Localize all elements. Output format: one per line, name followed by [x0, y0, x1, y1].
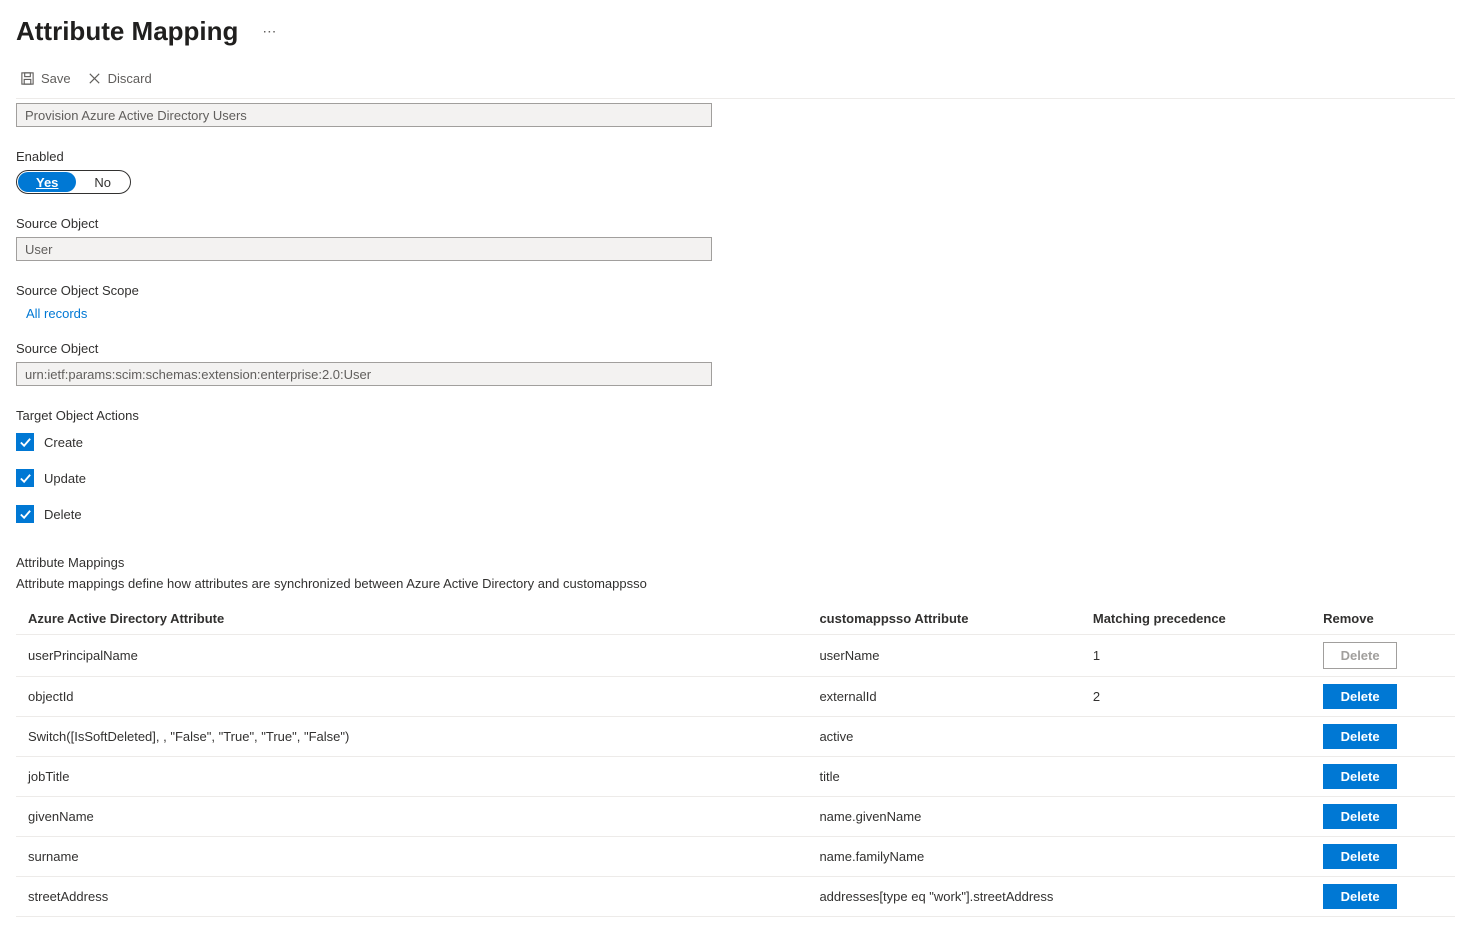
- target-actions-list: Create Update Delete: [16, 433, 712, 523]
- toolbar: Save Discard: [16, 67, 1455, 99]
- delete-button[interactable]: Delete: [1323, 804, 1397, 829]
- cell-match: [1081, 877, 1311, 917]
- cell-match: [1081, 797, 1311, 837]
- close-icon: [87, 71, 102, 86]
- col-header-custom: customappsso Attribute: [807, 603, 1080, 635]
- update-checkbox[interactable]: [16, 469, 34, 487]
- table-row[interactable]: givenNamename.givenName Delete: [16, 797, 1455, 837]
- cell-aad: objectId: [16, 677, 807, 717]
- table-row[interactable]: Switch([IsSoftDeleted], , "False", "True…: [16, 717, 1455, 757]
- update-label: Update: [44, 471, 86, 486]
- cell-aad: surname: [16, 837, 807, 877]
- save-label: Save: [41, 71, 71, 86]
- cell-aad: jobTitle: [16, 757, 807, 797]
- cell-remove: Delete: [1311, 677, 1455, 717]
- table-row[interactable]: objectIdexternalId2 Delete: [16, 677, 1455, 717]
- delete-button[interactable]: Delete: [1323, 764, 1397, 789]
- source-object2-label: Source Object: [16, 341, 712, 356]
- table-row[interactable]: surnamename.familyName Delete: [16, 837, 1455, 877]
- cell-custom: addresses[type eq "work"].streetAddress: [807, 877, 1080, 917]
- delete-button[interactable]: Delete: [1323, 724, 1397, 749]
- cell-remove: Delete: [1311, 797, 1455, 837]
- table-row[interactable]: jobTitletitle Delete: [16, 757, 1455, 797]
- cell-custom: externalId: [807, 677, 1080, 717]
- enabled-label: Enabled: [16, 149, 712, 164]
- delete-checkbox[interactable]: [16, 505, 34, 523]
- source-object2-input[interactable]: [16, 362, 712, 386]
- delete-label: Delete: [44, 507, 82, 522]
- table-row[interactable]: streetAddressaddresses[type eq "work"].s…: [16, 877, 1455, 917]
- col-header-match: Matching precedence: [1081, 603, 1311, 635]
- table-row[interactable]: userPrincipalNameuserName1 Delete: [16, 635, 1455, 677]
- cell-match: 1: [1081, 635, 1311, 677]
- delete-button[interactable]: Delete: [1323, 884, 1397, 909]
- source-scope-link[interactable]: All records: [26, 306, 87, 321]
- target-actions-label: Target Object Actions: [16, 408, 712, 423]
- cell-match: [1081, 717, 1311, 757]
- delete-button[interactable]: Delete: [1323, 684, 1397, 709]
- page-title: Attribute Mapping: [16, 16, 238, 47]
- discard-label: Discard: [108, 71, 152, 86]
- create-label: Create: [44, 435, 83, 450]
- source-object-input[interactable]: [16, 237, 712, 261]
- save-button[interactable]: Save: [16, 67, 75, 90]
- cell-remove: Delete: [1311, 837, 1455, 877]
- cell-aad: givenName: [16, 797, 807, 837]
- enabled-toggle[interactable]: Yes No: [16, 170, 131, 194]
- discard-button[interactable]: Discard: [83, 67, 156, 90]
- cell-match: 2: [1081, 677, 1311, 717]
- cell-custom: userName: [807, 635, 1080, 677]
- source-object-label: Source Object: [16, 216, 712, 231]
- cell-custom: name.familyName: [807, 837, 1080, 877]
- cell-custom: title: [807, 757, 1080, 797]
- mappings-description: Attribute mappings define how attributes…: [16, 576, 1455, 591]
- cell-remove: Delete: [1311, 635, 1455, 677]
- cell-remove: Delete: [1311, 757, 1455, 797]
- delete-button[interactable]: Delete: [1323, 844, 1397, 869]
- more-icon[interactable]: ⋯: [262, 23, 277, 40]
- delete-button: Delete: [1323, 642, 1397, 669]
- cell-custom: name.givenName: [807, 797, 1080, 837]
- mappings-title: Attribute Mappings: [16, 555, 1455, 570]
- create-checkbox[interactable]: [16, 433, 34, 451]
- source-scope-label: Source Object Scope: [16, 283, 712, 298]
- cell-remove: Delete: [1311, 877, 1455, 917]
- cell-match: [1081, 757, 1311, 797]
- save-icon: [20, 71, 35, 86]
- cell-match: [1081, 837, 1311, 877]
- col-header-remove: Remove: [1311, 603, 1455, 635]
- cell-aad: Switch([IsSoftDeleted], , "False", "True…: [16, 717, 807, 757]
- enabled-yes[interactable]: Yes: [18, 172, 76, 192]
- enabled-no[interactable]: No: [76, 172, 129, 192]
- cell-custom: active: [807, 717, 1080, 757]
- col-header-aad: Azure Active Directory Attribute: [16, 603, 807, 635]
- mapping-name-input[interactable]: [16, 103, 712, 127]
- cell-remove: Delete: [1311, 717, 1455, 757]
- cell-aad: userPrincipalName: [16, 635, 807, 677]
- mappings-table: Azure Active Directory Attribute customa…: [16, 603, 1455, 917]
- cell-aad: streetAddress: [16, 877, 807, 917]
